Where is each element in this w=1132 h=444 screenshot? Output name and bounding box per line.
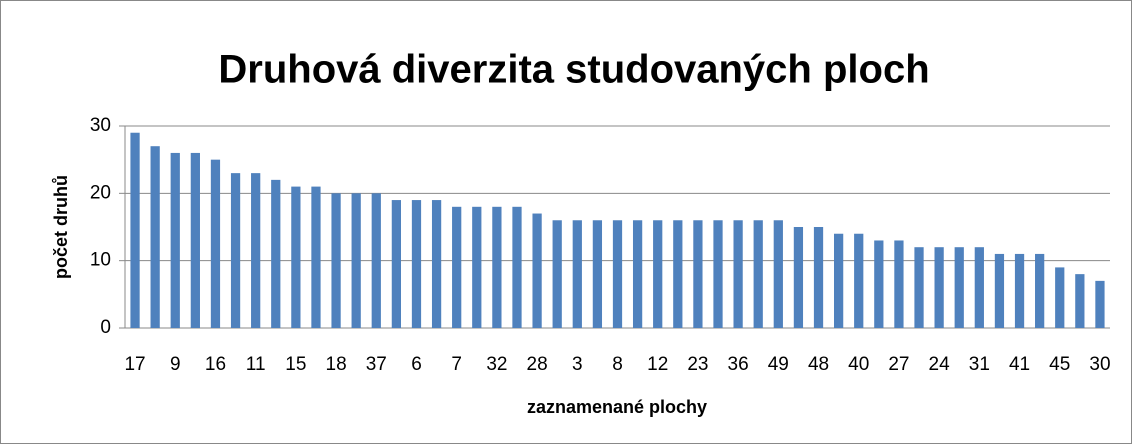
bar	[854, 233, 864, 328]
bar	[1075, 274, 1085, 328]
bar	[733, 220, 743, 328]
x-tick-label: 40	[848, 354, 869, 375]
bar	[653, 220, 663, 328]
bar	[150, 146, 160, 328]
x-tick-label: 9	[170, 354, 181, 375]
bar	[793, 227, 804, 328]
bar	[1055, 267, 1065, 328]
chart-title: Druhová diverzita studovaných ploch	[218, 48, 929, 92]
x-tick-label: 32	[486, 354, 507, 375]
x-tick-label: 23	[687, 354, 708, 375]
bar	[190, 152, 200, 328]
bar	[874, 240, 884, 328]
bar	[572, 220, 582, 328]
x-tick-label: 12	[647, 354, 668, 375]
bar	[331, 193, 341, 328]
bar	[773, 220, 783, 328]
bar	[251, 173, 261, 328]
bar	[994, 253, 1005, 328]
bar	[934, 247, 944, 328]
bar	[411, 200, 422, 328]
bar	[512, 206, 522, 328]
x-tick-label: 28	[527, 354, 548, 375]
bar	[230, 173, 241, 328]
bar	[492, 206, 502, 328]
x-tick-label: 17	[124, 354, 145, 375]
bar	[472, 206, 482, 328]
bar	[271, 179, 281, 328]
bar	[431, 200, 442, 328]
bar	[974, 247, 984, 328]
bar	[311, 186, 321, 328]
bar	[351, 193, 361, 328]
bar	[914, 247, 924, 328]
bar	[693, 220, 703, 328]
x-tick-label: 49	[768, 354, 789, 375]
y-axis-title: počet druhů	[51, 175, 71, 279]
x-tick-label: 24	[929, 354, 951, 375]
y-tick-label: 20	[90, 182, 111, 203]
y-tick-label: 0	[100, 317, 111, 338]
x-tick-label: 30	[1089, 354, 1110, 375]
bar	[954, 247, 964, 328]
bar	[1014, 253, 1025, 328]
x-tick-label: 41	[1009, 354, 1030, 375]
bar	[532, 213, 542, 328]
bar	[371, 193, 381, 328]
x-tick-label: 36	[728, 354, 749, 375]
bar	[1035, 253, 1045, 328]
bar	[552, 220, 562, 328]
bar	[713, 220, 723, 328]
y-tick-label: 10	[90, 250, 111, 271]
bar	[753, 220, 763, 328]
bar	[612, 220, 623, 328]
y-tick-label: 30	[90, 115, 111, 136]
bar	[813, 227, 824, 328]
bar	[210, 159, 221, 328]
bar	[391, 200, 402, 328]
x-tick-label: 45	[1049, 354, 1070, 375]
bar	[130, 132, 140, 328]
bar	[894, 240, 904, 328]
bar	[673, 220, 683, 328]
bar	[452, 206, 462, 328]
bar	[592, 220, 603, 328]
x-tick-label: 15	[285, 354, 306, 375]
bar	[632, 220, 643, 328]
bar	[170, 152, 180, 328]
bar	[833, 233, 844, 328]
x-tick-label: 16	[205, 354, 226, 375]
x-tick-label: 7	[451, 354, 462, 375]
x-tick-label: 18	[326, 354, 347, 375]
x-tick-label: 27	[888, 354, 909, 375]
x-tick-label: 37	[366, 354, 387, 375]
x-tick-label: 11	[246, 354, 266, 375]
bar	[291, 186, 301, 328]
x-tick-label: 6	[411, 354, 422, 375]
x-tick-label: 8	[612, 354, 623, 375]
x-tick-label: 3	[572, 354, 583, 375]
bar	[1095, 280, 1105, 328]
x-tick-label: 31	[969, 354, 990, 375]
x-tick-label: 48	[808, 354, 829, 375]
x-axis-title: zaznamenané plochy	[527, 397, 707, 417]
